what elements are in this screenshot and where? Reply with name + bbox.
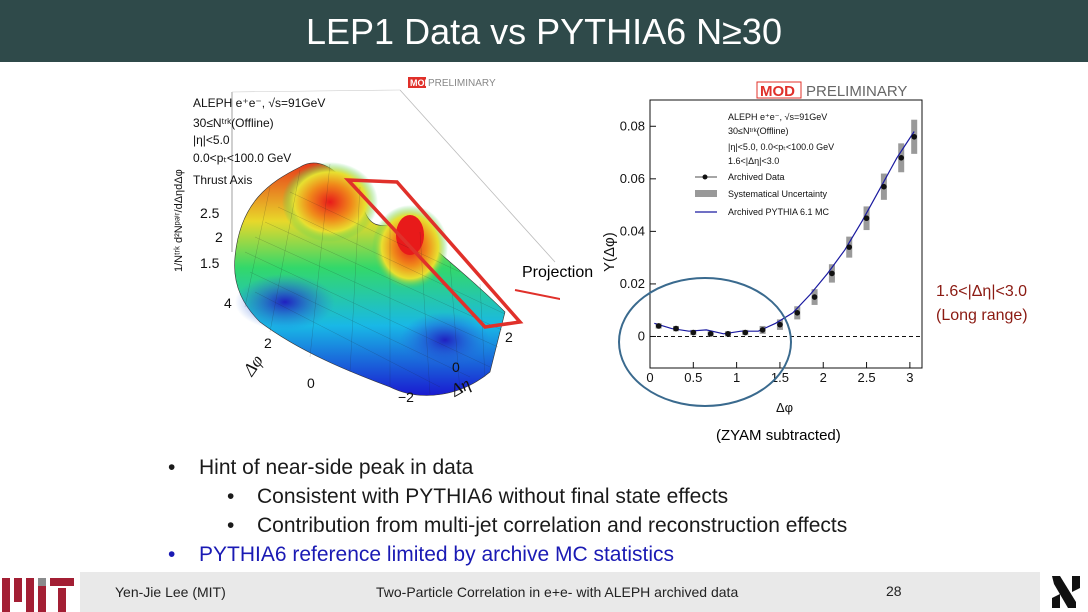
long-range-text: (Long range) — [936, 307, 1028, 324]
surface-eta-tick: 0 — [452, 359, 460, 375]
bullet-dot: • — [168, 456, 176, 479]
data-point — [725, 331, 731, 337]
long-range-annotation: 1.6<|Δη|<3.0 (Long range) — [936, 280, 1028, 328]
surface-watermark-text: PRELIMINARY — [428, 78, 496, 89]
y-tick-label: 0.06 — [620, 171, 645, 186]
data-point — [777, 321, 783, 328]
title-bar — [0, 0, 1088, 62]
data-point — [829, 270, 835, 277]
surface-z-tick: 2 — [215, 229, 223, 245]
data-point — [759, 327, 766, 333]
footer: Yen-Jie Lee (MIT) Two-Particle Correlati… — [0, 572, 1088, 612]
surface-z-tick: 1.5 — [200, 255, 220, 271]
surface-info-line-5: Thrust Axis — [193, 173, 252, 187]
proj-x-axis-label: Δφ — [776, 400, 793, 415]
surface-phi-tick: 2 — [264, 335, 272, 351]
page-number: 28 — [886, 583, 902, 599]
x-tick-label: 2 — [820, 370, 827, 385]
bullet-item: • Consistent with PYTHIA6 without final … — [168, 482, 1068, 511]
surface-info-line-1: ALEPH e⁺e⁻, √s=91GeV — [193, 96, 325, 110]
proj-info-line-1: ALEPH e⁺e⁻, √s=91GeV — [728, 112, 827, 122]
data-point — [811, 294, 818, 300]
x-tick-label: 0.5 — [684, 370, 702, 385]
data-point — [673, 325, 679, 332]
data-point — [898, 155, 905, 161]
proj-y-axis-label: Y(Δφ) — [601, 232, 618, 272]
projection-annotation: Projection — [522, 264, 594, 281]
hebrew-university-logo — [1052, 576, 1080, 608]
surface-phi-tick: 0 — [307, 375, 315, 391]
x-tick-label: 0 — [646, 370, 653, 385]
surface-eta-tick: 2 — [505, 329, 513, 345]
y-tick-label: 0.04 — [620, 223, 645, 238]
x-tick-label: 3 — [906, 370, 913, 385]
surface-watermark-mod: MOD — [410, 78, 431, 88]
surface-phi-tick: 4 — [224, 295, 232, 311]
y-tick-label: 0 — [638, 328, 645, 343]
proj-info-line-4: 1.6<|Δη|<3.0 — [728, 156, 779, 166]
long-range-window: 1.6<|Δη|<3.0 — [936, 283, 1028, 300]
legend-syst-uncertainty: Systematical Uncertainty — [728, 189, 828, 199]
slide-title: LEP1 Data vs PYTHIA6 N≥30 — [306, 11, 782, 52]
bullet-item: • PYTHIA6 reference limited by archive M… — [168, 540, 1068, 569]
bullet-dot: • — [168, 543, 176, 566]
data-point — [911, 133, 918, 140]
projection-watermark-text: PRELIMINARY — [806, 83, 907, 100]
x-tick-label: 1.5 — [771, 370, 789, 385]
y-tick-label: 0.02 — [620, 276, 645, 291]
bullet-dot: • — [227, 514, 235, 537]
surface-info-line-3: |η|<5.0 — [193, 133, 230, 147]
projection-plot: 0 0.5 1 1.5 2 2.5 3 0 0.02 0.04 0.06 0.08 MOD PRELI… — [600, 72, 940, 422]
bullet-dot: • — [227, 485, 235, 508]
mit-logo — [2, 578, 74, 612]
proj-info-line-2: 30≤Nᵗʳᵏ(Offline) — [728, 126, 788, 136]
surface-info-line-4: 0.0<pₜ<100.0 GeV — [193, 151, 291, 165]
projection-watermark-mod: MOD — [760, 83, 795, 100]
bullet-text: Consistent with PYTHIA6 without final st… — [257, 485, 729, 508]
y-tick-label: 0.08 — [620, 118, 645, 133]
legend-pythia-mc: Archived PYTHIA 6.1 MC — [728, 207, 830, 217]
bullet-text: PYTHIA6 reference limited by archive MC … — [199, 543, 674, 566]
data-point — [690, 329, 697, 336]
legend-archived-data: Archived Data — [728, 172, 785, 182]
correlation-surface-plot: MOD PRELIMINARY ALEPH e⁺e⁻, √s=91GeV 30≤… — [160, 72, 560, 412]
surface-z-tick: 2.5 — [200, 205, 220, 221]
bullet-list: • Hint of near-side peak in data • Consi… — [168, 453, 1068, 569]
footer-talk-title: Two-Particle Correlation in e+e- with AL… — [376, 584, 739, 600]
x-tick-label: 1 — [733, 370, 740, 385]
data-point — [707, 331, 714, 337]
data-point — [655, 323, 662, 329]
data-point — [846, 244, 853, 250]
bullet-text: Contribution from multi-jet correlation … — [257, 514, 848, 537]
data-point — [863, 215, 870, 222]
footer-band — [80, 572, 1040, 612]
surface-info-line-2: 30≤Nᵗʳᵏ(Offline) — [193, 116, 274, 130]
surface-z-axis-label: 1/Nᵗʳᵏ d²Nᵖᵃⁱʳ/dΔηdΔφ — [173, 169, 185, 272]
bullet-item: • Hint of near-side peak in data — [168, 453, 1068, 482]
data-point — [742, 329, 749, 336]
proj-info-line-3: |η|<5.0, 0.0<pₜ<100.0 GeV — [728, 142, 834, 152]
footer-author: Yen-Jie Lee (MIT) — [115, 584, 226, 600]
data-point — [881, 183, 887, 190]
zyam-annotation: (ZYAM subtracted) — [716, 427, 841, 444]
bullet-item: • Contribution from multi-jet correlatio… — [168, 511, 1068, 540]
x-tick-label: 2.5 — [858, 370, 876, 385]
bullet-text: Hint of near-side peak in data — [199, 456, 474, 479]
surface-eta-tick: −2 — [398, 389, 414, 405]
data-point — [794, 310, 801, 316]
